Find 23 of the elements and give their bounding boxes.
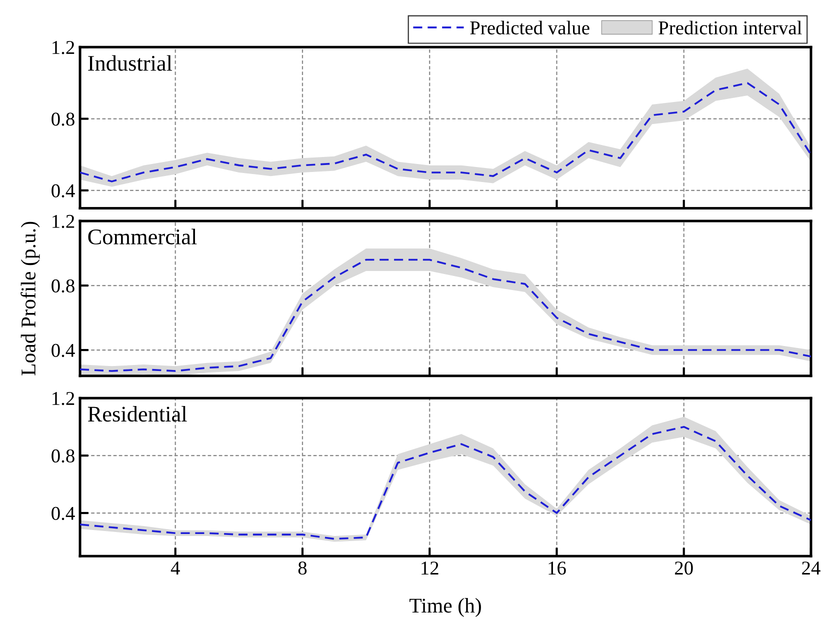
- y-tick-label: 0.8: [52, 112, 74, 126]
- y-tick-label: 0.4: [52, 344, 75, 358]
- x-tick-label: 24: [802, 562, 820, 574]
- y-tick-label: 0.4: [52, 506, 75, 520]
- x-tick-label: 8: [298, 562, 307, 575]
- y-tick-label: 1.2: [52, 41, 74, 54]
- y-tick-label: 0.8: [52, 279, 74, 293]
- y-tick-label: 0.8: [52, 449, 74, 463]
- chart-title: Industrial: [88, 55, 172, 71]
- x-tick-label: 4: [170, 562, 180, 574]
- legend-label: Prediction interval: [658, 20, 802, 34]
- line-series: [80, 82, 811, 182]
- x-tick-label: 16: [548, 562, 566, 575]
- chart-title: Commercial: [88, 228, 197, 244]
- legend-label: Predicted value: [470, 20, 590, 34]
- x-axis-title: Time (h): [410, 598, 481, 617]
- y-tick-label: 0.4: [52, 184, 75, 198]
- chart-title: Residential: [88, 406, 187, 422]
- y-tick-label: 1.2: [52, 214, 74, 228]
- x-tick-label: 20: [674, 562, 693, 575]
- y-axis-title: Load Profile (p.u.): [20, 222, 40, 376]
- x-tick-label: 12: [422, 562, 438, 574]
- y-tick-label: 1.2: [52, 392, 74, 406]
